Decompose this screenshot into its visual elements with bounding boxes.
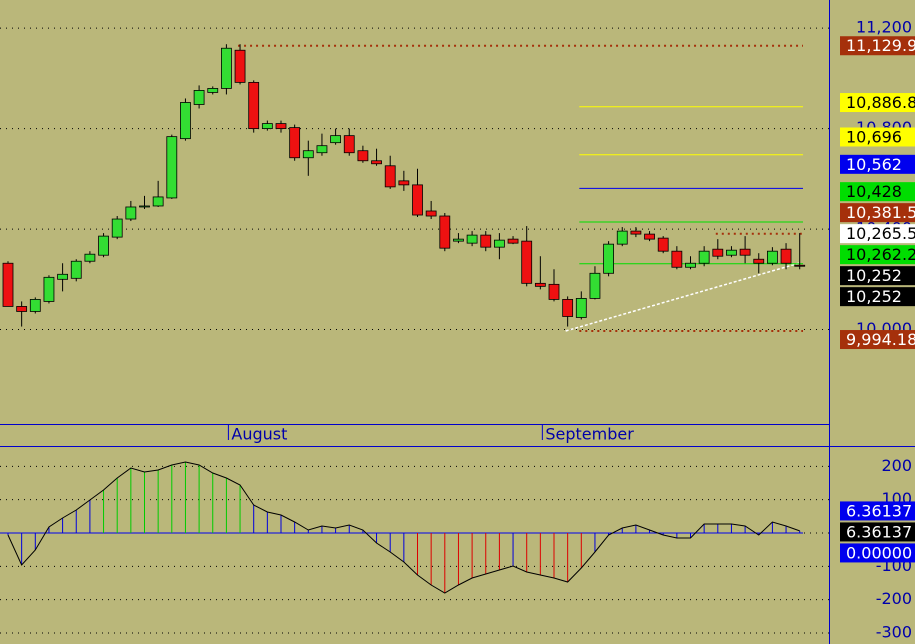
candle-body (671, 250, 683, 268)
candle-body (603, 243, 614, 274)
y-tick-label: 200 (881, 456, 912, 475)
value-box-label: 10,381.5 (846, 203, 915, 222)
value-box-label: 10,252 (846, 266, 902, 285)
value-box-label: 11,129.9 (846, 36, 915, 55)
candle-body (357, 150, 369, 162)
candle-body (43, 276, 55, 302)
candle-body (767, 250, 778, 264)
candle-body (657, 237, 669, 252)
value-box (840, 182, 915, 202)
candle-body (425, 210, 437, 217)
candle-body (698, 250, 710, 264)
oscillator-line (7, 461, 800, 594)
candle-body (794, 264, 806, 267)
candle-body (289, 127, 301, 159)
trend-line (565, 262, 801, 332)
candle-body (16, 306, 28, 312)
candle-body (548, 283, 560, 300)
candle-body (125, 206, 137, 220)
candle-body (261, 123, 273, 130)
value-box-label: 10,262.2 (846, 245, 915, 264)
candle-body (534, 282, 546, 287)
candle-body (616, 230, 628, 245)
x-tick-label: August (231, 425, 287, 444)
value-box-label: 10,562 (846, 155, 902, 174)
candle-body (316, 145, 328, 154)
value-box (840, 93, 915, 113)
candle-body (343, 135, 355, 154)
candle-body (57, 273, 68, 280)
candle-body (466, 234, 478, 244)
value-box-label: 10,252 (846, 287, 902, 306)
candle-body (521, 240, 533, 284)
candle-body (453, 238, 464, 242)
value-box (840, 127, 915, 147)
value-box (840, 203, 915, 223)
candle-body (493, 239, 505, 248)
candle-body (139, 205, 150, 208)
candle-body (111, 218, 123, 238)
candle-body (630, 230, 642, 235)
y-tick-label: 11,200 (856, 18, 912, 37)
value-box (840, 224, 915, 244)
candle-body (685, 262, 696, 268)
candle-body (589, 272, 601, 299)
value-box-label: 6.36137 (846, 501, 912, 520)
value-box-label: 9,994.18 (846, 330, 915, 349)
value-box (840, 522, 915, 542)
candle-body (439, 215, 451, 249)
value-box-label: 6.36137 (846, 522, 912, 541)
candle-body (712, 248, 724, 257)
candle-body (248, 81, 260, 130)
value-box (840, 245, 915, 265)
candle-body (70, 260, 82, 279)
value-box-label: 10,265.5 (846, 224, 915, 243)
value-box-label: 10,886.8 (846, 93, 915, 112)
value-box (840, 330, 915, 350)
candle-body (152, 196, 164, 207)
candle-body (507, 238, 519, 244)
candle-body (302, 150, 314, 159)
candle-body (562, 299, 574, 317)
value-box (840, 266, 915, 286)
y-tick-label: -300 (876, 623, 912, 642)
candle-body (412, 184, 423, 216)
value-box (840, 287, 915, 307)
value-box-label: 10,428 (846, 182, 902, 201)
value-box (840, 501, 915, 521)
candle-body (644, 233, 655, 240)
candle-body (98, 235, 109, 256)
candle-body (166, 136, 178, 199)
candle-body (2, 262, 14, 307)
value-box (840, 36, 915, 56)
candle-body (726, 249, 737, 256)
candle-body (180, 102, 191, 140)
value-box-label: 10,696 (846, 127, 902, 146)
candle-body (371, 160, 382, 165)
value-box-label: 0.00000 (846, 543, 912, 562)
x-tick-label: September (545, 425, 634, 444)
candle-body (384, 165, 396, 188)
candle-body (330, 135, 342, 144)
value-box (840, 154, 915, 174)
y-tick-label: -200 (876, 589, 912, 608)
candle-body (193, 90, 205, 105)
candle-body (220, 47, 232, 89)
candle-body (780, 248, 792, 264)
candle-body (29, 299, 41, 312)
value-box (840, 543, 915, 563)
candle-body (575, 298, 587, 318)
candle-body (207, 88, 219, 93)
candle-body (753, 258, 765, 264)
candle-body (739, 248, 751, 256)
candle-body (84, 253, 96, 262)
candle-body (234, 49, 246, 83)
candle-body (275, 123, 287, 130)
candle-body (398, 180, 410, 186)
candle-body (480, 234, 492, 248)
